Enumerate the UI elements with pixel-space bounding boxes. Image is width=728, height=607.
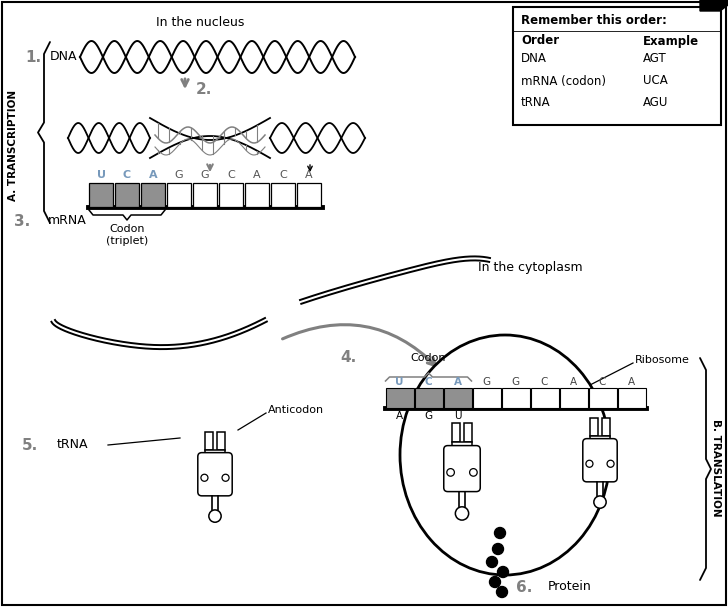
Text: Ribosome: Ribosome [635, 355, 690, 365]
Text: Anticodon: Anticodon [268, 405, 324, 415]
Text: mRNA: mRNA [48, 214, 87, 228]
Text: Codon
(triplet): Codon (triplet) [106, 224, 148, 246]
Text: U: U [395, 377, 404, 387]
Text: AGU: AGU [643, 97, 668, 109]
Bar [193, 183, 217, 207]
Text: Protein: Protein [548, 580, 592, 594]
Circle shape [586, 460, 593, 467]
Circle shape [447, 469, 454, 476]
Text: A: A [253, 170, 261, 180]
Bar [141, 183, 165, 207]
Bar [89, 183, 113, 207]
Circle shape [455, 507, 469, 520]
Text: Remember this order:: Remember this order: [521, 15, 667, 27]
Text: G: G [483, 377, 491, 387]
Text: In the nucleus: In the nucleus [156, 16, 244, 29]
FancyBboxPatch shape [583, 439, 617, 482]
Text: U: U [97, 170, 106, 180]
Circle shape [497, 566, 508, 577]
Bar [472, 388, 501, 408]
Text: 3.: 3. [14, 214, 31, 228]
Bar [414, 388, 443, 408]
Text: 4.: 4. [340, 350, 356, 365]
Text: C: C [541, 377, 548, 387]
Circle shape [486, 557, 497, 568]
Text: 6.: 6. [516, 580, 532, 594]
Text: mRNA (codon): mRNA (codon) [521, 75, 606, 87]
Text: C: C [279, 170, 287, 180]
FancyArrow shape [700, 0, 728, 11]
Bar [588, 388, 617, 408]
Bar [386, 388, 414, 408]
Text: 5.: 5. [22, 438, 39, 452]
Text: A: A [305, 170, 313, 180]
Circle shape [607, 460, 614, 467]
Text: A: A [149, 170, 157, 180]
Text: C: C [424, 377, 432, 387]
Text: tRNA: tRNA [521, 97, 550, 109]
Text: DNA: DNA [50, 50, 77, 64]
Text: C: C [123, 170, 131, 180]
Bar [115, 183, 139, 207]
Text: 2.: 2. [196, 83, 213, 98]
Bar [502, 388, 529, 408]
Text: A. TRANSCRIPTION: A. TRANSCRIPTION [8, 89, 18, 200]
Bar [205, 432, 213, 450]
Bar [451, 442, 472, 450]
Circle shape [494, 527, 505, 538]
Bar [451, 423, 460, 442]
Circle shape [222, 474, 229, 481]
Circle shape [489, 577, 501, 588]
Bar [217, 432, 225, 450]
Bar [297, 183, 321, 207]
Text: tRNA: tRNA [57, 438, 89, 452]
Text: C: C [599, 377, 606, 387]
Bar [443, 388, 472, 408]
Text: 1.: 1. [25, 50, 41, 64]
Text: U: U [454, 411, 462, 421]
Text: G: G [512, 377, 520, 387]
Text: Order: Order [521, 35, 559, 47]
Ellipse shape [400, 335, 610, 575]
Text: In the cytoplasm: In the cytoplasm [478, 262, 582, 274]
Text: G: G [424, 411, 432, 421]
Bar [271, 183, 295, 207]
Bar [590, 418, 598, 436]
Bar [219, 183, 243, 207]
Circle shape [493, 543, 504, 555]
Text: DNA: DNA [521, 52, 547, 66]
Bar [560, 388, 587, 408]
Text: Codon: Codon [411, 353, 446, 363]
Text: Example: Example [643, 35, 699, 47]
Bar [464, 423, 472, 442]
Text: A: A [454, 377, 462, 387]
FancyBboxPatch shape [198, 453, 232, 496]
Text: AGT: AGT [643, 52, 667, 66]
Circle shape [201, 474, 208, 481]
Circle shape [209, 510, 221, 522]
FancyBboxPatch shape [513, 7, 721, 125]
Text: A: A [570, 377, 577, 387]
Text: B. TRANSLATION: B. TRANSLATION [711, 419, 721, 517]
Text: G: G [175, 170, 183, 180]
Bar [167, 183, 191, 207]
FancyBboxPatch shape [444, 446, 480, 492]
Circle shape [594, 496, 606, 508]
Bar [617, 388, 646, 408]
Bar [602, 418, 609, 436]
Text: A: A [628, 377, 635, 387]
Text: A: A [396, 411, 403, 421]
Bar [205, 450, 225, 456]
Circle shape [470, 469, 477, 476]
Text: G: G [201, 170, 210, 180]
Bar [531, 388, 558, 408]
Text: UCA: UCA [643, 75, 668, 87]
Circle shape [496, 586, 507, 597]
Bar [245, 183, 269, 207]
Bar [590, 436, 609, 443]
Text: C: C [227, 170, 235, 180]
